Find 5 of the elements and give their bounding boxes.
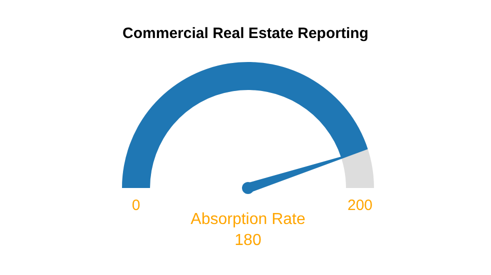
category-label: Absorption Rate (190, 211, 306, 228)
text: Commercial Real Estate Reporting (122, 25, 368, 42)
data-label: 180 (234, 232, 262, 249)
text: 0 (132, 197, 140, 214)
text: 200 (347, 197, 373, 214)
